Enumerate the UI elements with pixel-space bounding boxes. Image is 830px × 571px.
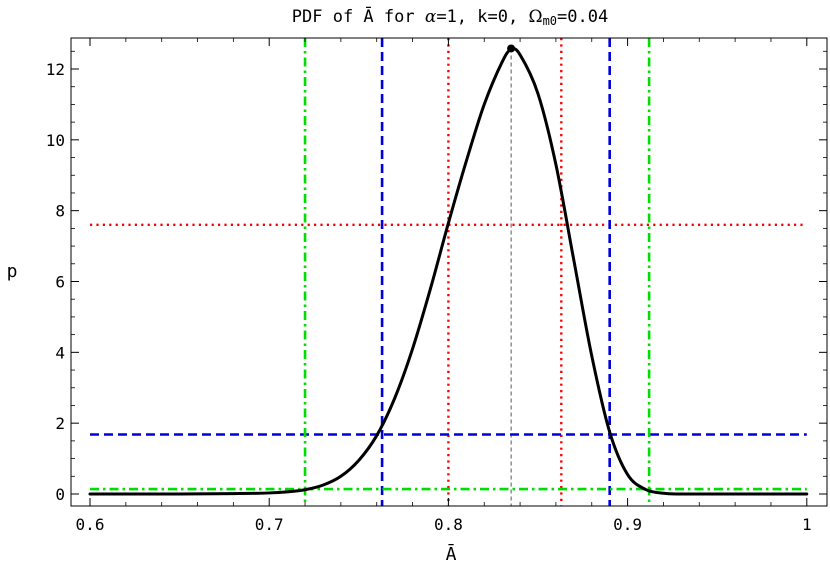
x-tick-label-3: 0.9 (613, 515, 642, 534)
pdf-curve-0 (88, 47, 809, 496)
x-tick-label-0: 0.6 (76, 515, 105, 534)
peak-marker (507, 44, 516, 53)
y-tick-label-4: 8 (55, 202, 65, 221)
reference-lines (90, 38, 807, 506)
y-axis-label: p (7, 261, 18, 282)
x-tick-label-1: 0.7 (255, 515, 284, 534)
y-tick-label-0: 0 (55, 485, 65, 504)
y-tick-label-6: 12 (46, 60, 65, 79)
y-tick-label-1: 2 (55, 414, 65, 433)
plot-frame (70, 37, 828, 507)
x-tick-label-4: 1 (802, 515, 812, 534)
plot-border (70, 37, 828, 507)
series-layer (88, 44, 809, 496)
x-axis-label: Ā (446, 543, 457, 565)
y-tick-label-3: 6 (55, 272, 65, 291)
y-tick-label-5: 10 (46, 131, 65, 150)
x-tick-label-2: 0.8 (434, 515, 463, 534)
chart-title: PDF of Ā for α=1, k=0, Ωm0=0.04 (292, 5, 608, 28)
y-tick-label-2: 4 (55, 343, 65, 362)
